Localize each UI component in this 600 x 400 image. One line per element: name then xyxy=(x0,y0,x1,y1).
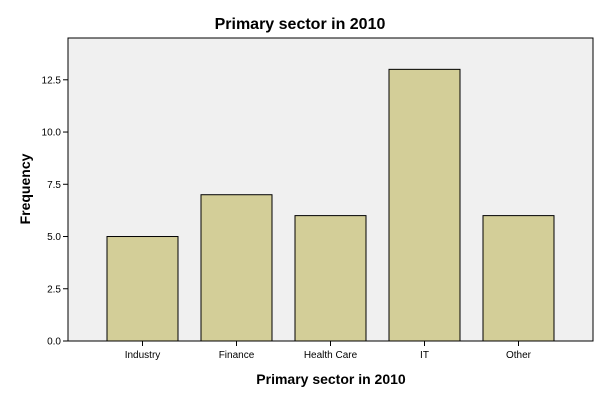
y-tick-label: 5.0 xyxy=(47,232,61,243)
bar-health-care xyxy=(294,215,367,342)
x-tick-label: IT xyxy=(420,350,429,361)
y-axis: 0.0 2.5 5.0 7.5 10.0 12.5 xyxy=(42,75,68,348)
y-tick-label: 10.0 xyxy=(42,128,62,139)
chart-title: Primary sector in 2010 xyxy=(215,16,386,33)
x-tick-label: Industry xyxy=(125,350,161,361)
x-tick-label: Finance xyxy=(219,350,255,361)
bar-finance xyxy=(200,194,273,342)
y-tick-label: 7.5 xyxy=(47,180,61,191)
x-axis: Industry Finance Health Care IT Other xyxy=(125,341,532,361)
y-tick-label: 0.0 xyxy=(47,337,61,348)
x-axis-title: Primary sector in 2010 xyxy=(256,371,406,387)
bar-other xyxy=(482,215,555,342)
y-axis-title: Frequency xyxy=(17,153,33,224)
bars-group xyxy=(106,68,555,342)
bar-industry xyxy=(106,236,179,342)
y-tick-label: 12.5 xyxy=(42,75,62,86)
x-tick-label: Other xyxy=(506,350,532,361)
bar-it xyxy=(388,68,461,342)
x-tick-label: Health Care xyxy=(304,350,358,361)
y-tick-label: 2.5 xyxy=(47,284,61,295)
